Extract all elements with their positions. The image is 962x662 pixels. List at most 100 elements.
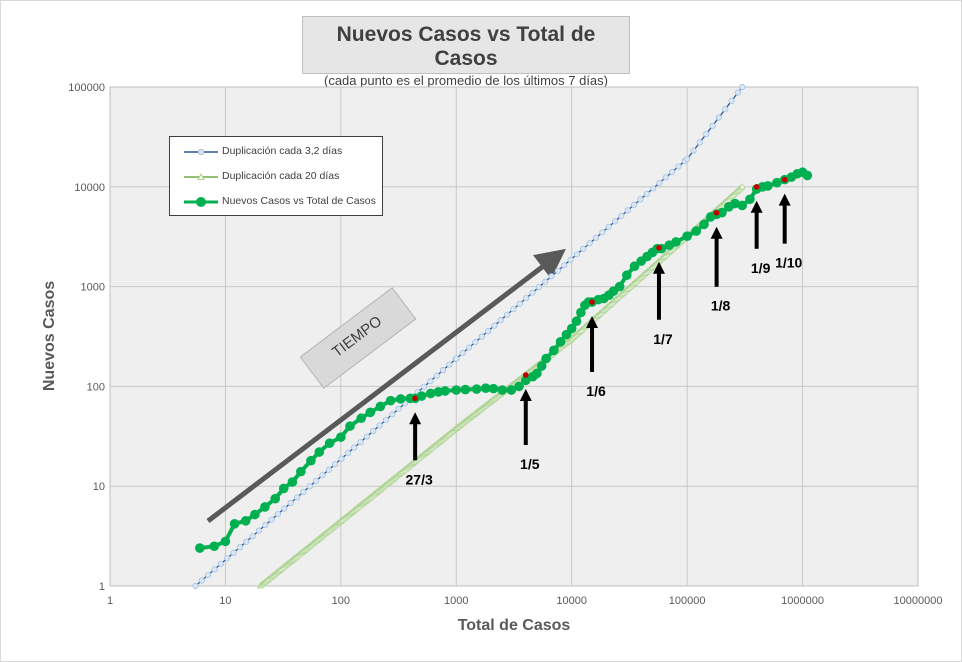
chart-legend: Duplicación cada 3,2 días Duplicación ca… — [169, 136, 383, 216]
series-new-cases-point — [621, 270, 632, 281]
y-axis-title: Nuevos Casos — [41, 281, 58, 391]
series-duplication-3-2-point — [630, 201, 638, 208]
x-tick-label: 1000 — [444, 595, 468, 607]
series-new-cases-point — [536, 361, 547, 371]
chart-subtitle: (cada punto es el promedio de los último… — [324, 73, 608, 88]
highlight-dot — [656, 244, 662, 251]
highlight-arrow-head — [586, 316, 599, 329]
series-duplication-3-2-point — [363, 433, 370, 440]
series-duplication-3-2-point — [696, 139, 703, 146]
series-new-cases-point — [682, 231, 692, 241]
series-duplication-3-2-point — [332, 461, 339, 468]
series-new-cases-point — [497, 385, 508, 395]
series-duplication-3-2-point — [605, 223, 612, 230]
series-duplication-3-2-point — [637, 196, 644, 203]
series-new-cases-point — [345, 421, 355, 431]
series-duplication-3-2-point — [703, 130, 710, 138]
series-duplication-3-2-point — [554, 267, 561, 274]
series-duplication-3-2-point — [618, 212, 625, 219]
series-new-cases-point — [395, 394, 406, 404]
series-duplication-3-2-point — [268, 516, 275, 523]
series-new-cases-point — [699, 219, 709, 230]
series-duplication-3-2-point — [523, 295, 530, 302]
series-duplication-3-2-point — [249, 533, 256, 540]
series-duplication-3-2-point — [433, 372, 440, 379]
highlight-dot — [589, 299, 595, 305]
y-tick-label: 100 — [87, 381, 105, 393]
x-tick-label: 100000 — [669, 595, 706, 607]
series-new-cases-point — [717, 207, 727, 218]
x-tick-label: 1000000 — [781, 595, 824, 607]
series-new-cases-point — [480, 383, 491, 393]
time-trend-arrow — [206, 248, 566, 523]
series-new-cases-point — [250, 509, 260, 520]
highlight-dot — [412, 395, 418, 402]
x-tick-label: 100 — [332, 595, 350, 607]
series-new-cases-point — [260, 502, 270, 512]
series-duplication-3-2-point — [478, 333, 485, 340]
series-duplication-3-2-point — [243, 538, 250, 545]
series-duplication-3-2-point — [497, 317, 504, 324]
series-new-cases-point — [549, 345, 559, 356]
series-new-cases-point — [555, 336, 566, 347]
series-duplication-3-2-point — [281, 505, 288, 512]
series-duplication-3-2-point — [573, 251, 581, 258]
series-new-cases-point — [802, 170, 813, 181]
series-new-cases-point — [532, 368, 542, 379]
series-duplication-3-2-point — [205, 571, 212, 579]
highlight-date-label: 1/6 — [586, 383, 606, 399]
series-duplication-3-2-point — [459, 349, 466, 357]
series-duplication-3-2-point — [465, 344, 473, 351]
x-axis-title: Total de Casos — [458, 617, 571, 634]
series-duplication-3-2-point — [669, 168, 676, 176]
series-new-cases-point — [614, 281, 625, 292]
legend-item-duplication-20-days: Duplicación cada 20 días — [170, 167, 382, 187]
series-duplication-3-2-point — [382, 416, 390, 424]
series-new-cases-point — [488, 383, 499, 394]
legend-swatch-line-icon — [184, 148, 218, 156]
series-new-cases-point — [229, 518, 240, 529]
y-tick-label: 10000 — [74, 182, 105, 194]
series-duplication-3-2-point — [516, 300, 523, 307]
series-duplication-3-2-point — [395, 405, 402, 412]
series-new-cases-point — [576, 307, 586, 318]
series-new-cases-point — [278, 483, 289, 494]
series-new-cases-point — [460, 384, 471, 395]
series-duplication-3-2-point — [643, 190, 650, 198]
legend-item-new-cases-vs-total: Nuevos Casos vs Total de Casos — [170, 192, 382, 212]
series-new-cases-point — [571, 316, 582, 327]
chart-title: Nuevos Casos vs Total de Casos — [336, 23, 596, 70]
series-duplication-3-2-point — [734, 89, 742, 96]
series-new-cases-point — [772, 177, 782, 188]
tick-layer: 1 10 100 1000 10000 100000 1000000 10000000 1 10 1… — [68, 82, 942, 607]
series-new-cases-point — [440, 386, 450, 396]
highlight-arrow-head — [710, 226, 723, 239]
highlight-date-label: 27/3 — [406, 471, 433, 487]
series-new-cases-point — [336, 432, 346, 442]
series-new-cases-point — [385, 395, 396, 406]
series-new-cases-point — [745, 194, 755, 205]
series-duplication-3-2-point — [389, 411, 396, 418]
series-new-cases-point — [629, 261, 640, 272]
series-duplication-3-2-point — [192, 582, 199, 590]
highlight-date-label: 1/9 — [751, 260, 771, 276]
legend-swatch-line-icon — [184, 172, 218, 180]
series-new-cases-point — [270, 493, 281, 504]
highlight-dot — [753, 184, 760, 190]
highlight-arrow-head — [652, 261, 665, 274]
highlight-date-label: 1/7 — [653, 331, 673, 347]
series-duplication-3-2-point — [599, 229, 606, 236]
series-new-cases-point — [240, 516, 251, 526]
series-duplication-3-2-point — [715, 114, 722, 121]
series-new-cases-point — [375, 401, 386, 412]
series-duplication-3-2-point — [344, 450, 351, 457]
series-new-cases-point — [220, 536, 231, 547]
legend-label: Duplicación cada 20 días — [222, 170, 340, 182]
series-duplication-3-2-point — [649, 185, 657, 192]
series-new-cases-point — [209, 541, 220, 552]
series-duplication-3-2-point — [236, 544, 243, 551]
chart-title-box: Nuevos Casos vs Total de Casos (cada pun… — [302, 16, 630, 88]
series-new-cases-point — [356, 413, 366, 424]
series-new-cases-point — [195, 543, 205, 553]
series-new-cases-point — [763, 181, 773, 191]
